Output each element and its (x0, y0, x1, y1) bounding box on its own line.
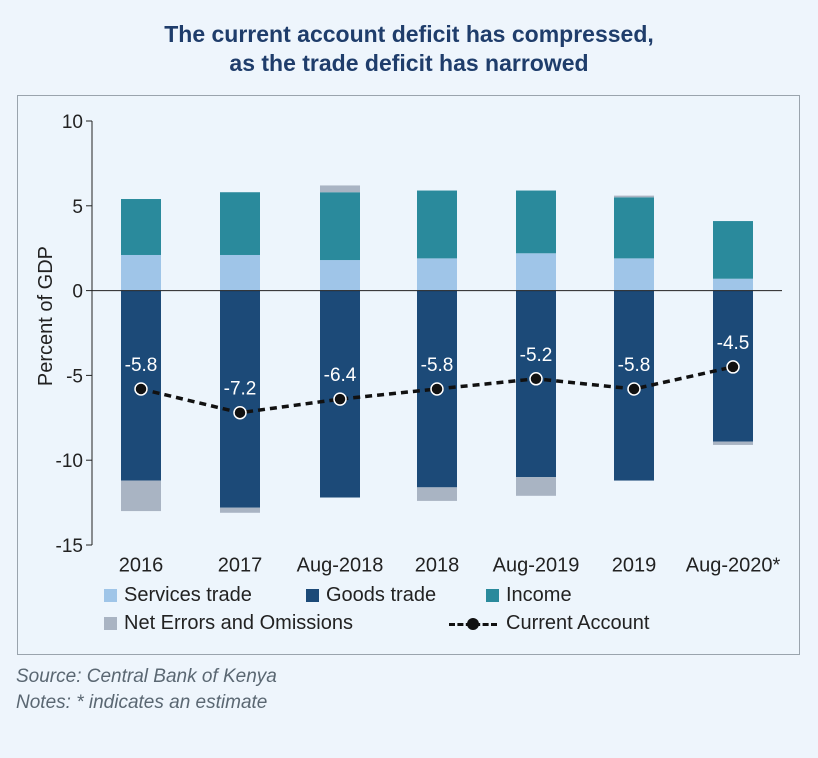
bar-income (516, 190, 556, 254)
y-tick-label: 5 (72, 197, 83, 218)
source-text: Source: Central Bank of Kenya (16, 666, 277, 687)
current-account-data-label: -4.5 (717, 333, 750, 354)
x-tick-label: Aug-2019 (493, 555, 580, 577)
bar-income (320, 192, 360, 261)
x-tick-label: Aug-2018 (297, 555, 384, 577)
current-account-data-label: -5.8 (618, 355, 651, 376)
bar-services (614, 258, 654, 291)
y-tick-label: 0 (72, 282, 83, 303)
current-account-data-label: -5.2 (520, 345, 553, 366)
bar-errors (614, 195, 654, 198)
current-account-point (333, 392, 347, 406)
bar-income (614, 197, 654, 259)
current-account-point (233, 405, 247, 420)
x-tick-label: 2018 (415, 555, 460, 577)
bar-services (713, 278, 753, 291)
y-axis-title: Percent of GDP (35, 246, 57, 386)
x-tick-label: 2016 (119, 555, 164, 577)
current-account-point (134, 382, 148, 396)
current-account-data-label: -7.2 (224, 379, 257, 400)
current-account-point (627, 382, 641, 396)
chart-title-line-2: as the trade deficit has narrowed (229, 50, 589, 76)
bar-income (713, 221, 753, 279)
current-account-data-label: -6.4 (324, 365, 357, 386)
bar-errors (220, 507, 260, 513)
y-tick-label: -10 (56, 451, 83, 472)
current-account-point (529, 372, 543, 386)
x-tick-label: Aug-2020* (686, 555, 781, 577)
bar-services (516, 253, 556, 291)
bar-errors (516, 477, 556, 496)
x-tick-label: 2017 (218, 555, 263, 577)
bar-income (121, 199, 161, 255)
y-tick-label: -5 (66, 366, 83, 387)
bar-services (417, 258, 457, 291)
chart-title: The current account deficit has compress… (0, 20, 818, 78)
current-account-data-label: -5.8 (421, 355, 454, 376)
bar-services (220, 254, 260, 291)
y-tick-label: 10 (62, 112, 83, 133)
current-account-point (430, 382, 444, 396)
x-tick-label: 2019 (612, 555, 657, 577)
bar-income (417, 190, 457, 259)
current-account-point (726, 360, 740, 374)
y-tick-label: -15 (56, 536, 83, 557)
bar-errors (121, 480, 161, 512)
bar-services (320, 260, 360, 291)
notes-text: Notes: * indicates an estimate (16, 692, 268, 713)
source-note: Source: Central Bank of Kenya Notes: * i… (16, 664, 277, 716)
bar-errors (713, 441, 753, 445)
bar-income (220, 192, 260, 255)
bar-errors (417, 487, 457, 501)
bar-goods (220, 290, 260, 508)
bar-errors (320, 185, 360, 193)
chart-title-line-1: The current account deficit has compress… (164, 21, 654, 47)
current-account-data-label: -5.8 (125, 355, 158, 376)
bar-services (121, 254, 161, 291)
